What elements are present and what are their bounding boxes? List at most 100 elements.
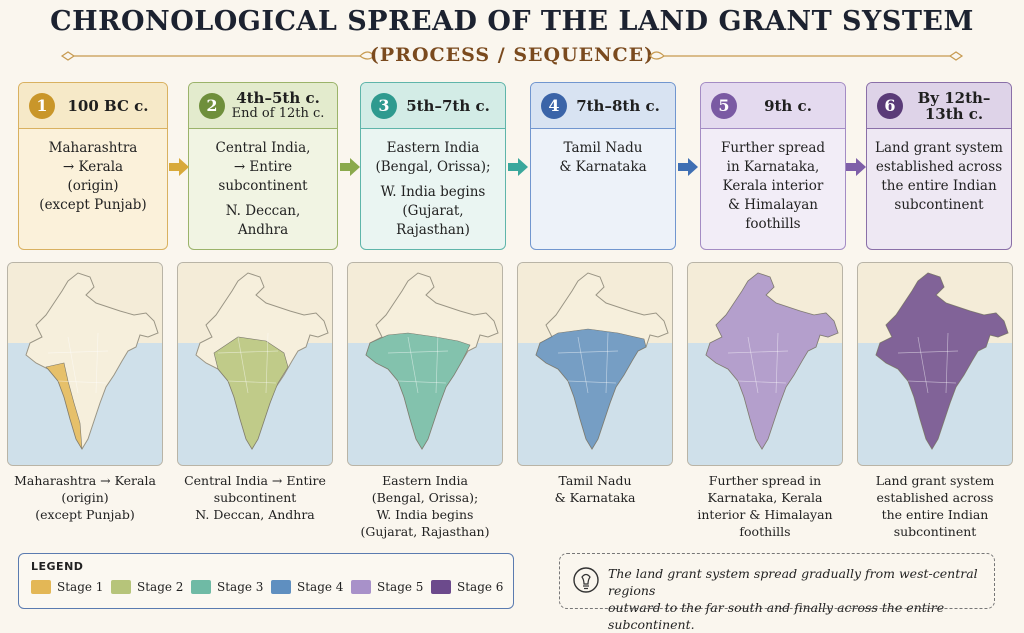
- stage-header: 5 9th c.: [701, 83, 845, 129]
- legend-swatch: [191, 580, 211, 594]
- left-ornament-icon: [60, 51, 375, 61]
- legend-item-stage-2: Stage 2: [111, 580, 183, 594]
- legend-swatch: [271, 580, 291, 594]
- summary-note: The land grant system spread gradually f…: [559, 553, 995, 632]
- stage-description: Central India, → Entire subcontinent N. …: [215, 140, 311, 238]
- stage-period: 4th–5th c. End of 12th c.: [225, 90, 337, 122]
- state-boundary: [67, 336, 79, 394]
- subtitle-row: (PROCESS / SEQUENCE): [0, 44, 1024, 70]
- arrow-right-icon: [508, 158, 528, 176]
- stage-map-6: [857, 262, 1013, 466]
- stage-number-badge: 4: [541, 92, 567, 119]
- summary-text: The land grant system spread gradually f…: [608, 566, 978, 632]
- stage-map-2: [177, 262, 333, 466]
- page-title: CHRONOLOGICAL SPREAD OF THE LAND GRANT S…: [50, 6, 974, 37]
- india-map: [858, 263, 1012, 465]
- legend-swatch: [351, 580, 371, 594]
- legend-item-stage-6: Stage 6: [431, 580, 503, 594]
- stage-period: By 12th–13th c.: [917, 88, 991, 123]
- stage-number-badge: 3: [371, 92, 397, 119]
- legend-swatch: [111, 580, 131, 594]
- state-boundary: [775, 332, 779, 394]
- stage-card-4: 4 7th–8th c. Tamil Nadu & Karnataka: [530, 82, 676, 250]
- arrow-right-icon: [340, 158, 360, 176]
- legend-swatch: [31, 580, 51, 594]
- arrow-right-icon: [678, 158, 698, 176]
- state-boundary: [907, 380, 957, 384]
- legend-title: LEGEND: [31, 560, 84, 573]
- stage-number-badge: 2: [199, 92, 225, 119]
- stage-period: 5th–7th c.: [406, 96, 490, 115]
- state-boundary: [737, 380, 787, 384]
- legend-item-stage-5: Stage 5: [351, 580, 423, 594]
- stage-card-3: 3 5th–7th c. Eastern India (Bengal, Oris…: [360, 82, 506, 250]
- state-boundary: [407, 336, 419, 394]
- legend: LEGEND Stage 1 Stage 2 Stage 3 Stage 4 S…: [18, 553, 514, 609]
- stage-description: Land grant system established across the…: [875, 140, 1003, 213]
- state-boundary: [237, 336, 249, 394]
- state-boundary: [577, 336, 589, 394]
- state-boundary: [557, 350, 619, 354]
- legend-item-stage-4: Stage 4: [271, 580, 343, 594]
- spread-region: [365, 332, 471, 450]
- india-map: [518, 263, 672, 465]
- india-outline: [25, 272, 159, 450]
- stage-header: 1 100 BC c.: [19, 83, 167, 129]
- spread-region: [45, 362, 83, 450]
- state-boundary: [747, 336, 759, 394]
- stage-header: 4 7th–8th c.: [531, 83, 675, 129]
- legend-item-stage-3: Stage 3: [191, 580, 263, 594]
- right-ornament-icon: [649, 51, 964, 61]
- stage-card-5: 5 9th c. Further spread in Karnataka, Ke…: [700, 82, 846, 250]
- stage-card-6: 6 By 12th–13th c. Land grant system esta…: [866, 82, 1012, 250]
- stage-number-badge: 1: [29, 92, 55, 119]
- stage-header: 6 By 12th–13th c.: [867, 83, 1011, 129]
- state-boundary: [897, 350, 959, 354]
- map-caption-2: Central India → Entire subcontinent N. D…: [184, 473, 326, 522]
- stage-description: Maharashtra → Kerala (origin) (except Pu…: [39, 140, 147, 213]
- arrow-right-icon: [846, 158, 866, 176]
- india-map: [178, 263, 332, 465]
- state-boundary: [95, 332, 99, 394]
- stage-number-badge: 5: [711, 92, 737, 119]
- india-map: [8, 263, 162, 465]
- stage-map-3: [347, 262, 503, 466]
- state-boundary: [57, 380, 107, 384]
- stage-card-2: 2 4th–5th c. End of 12th c. Central India…: [188, 82, 338, 250]
- india-map: [348, 263, 502, 465]
- stage-map-5: [687, 262, 843, 466]
- subtitle: (PROCESS / SEQUENCE): [369, 44, 655, 66]
- state-boundary: [47, 350, 109, 354]
- state-boundary: [435, 332, 439, 394]
- map-caption-3: Eastern India (Bengal, Orissa); W. India…: [360, 473, 490, 539]
- stage-header: 2 4th–5th c. End of 12th c.: [189, 83, 337, 129]
- stage-number-badge: 6: [877, 92, 903, 119]
- stage-map-4: [517, 262, 673, 466]
- stage-description: Eastern India (Bengal, Orissa); W. India…: [375, 140, 491, 238]
- state-boundary: [217, 350, 279, 354]
- stage-period: 100 BC c.: [67, 96, 149, 115]
- legend-swatch: [431, 580, 451, 594]
- india-map: [688, 263, 842, 465]
- stage-period: 7th–8th c.: [576, 96, 660, 115]
- stage-period-sub: End of 12th c.: [231, 105, 325, 121]
- map-caption-6: Land grant system established across the…: [875, 473, 995, 539]
- legend-item-stage-1: Stage 1: [31, 580, 103, 594]
- spread-region: [535, 328, 647, 450]
- state-boundary: [727, 350, 789, 354]
- state-boundary: [917, 336, 929, 394]
- map-caption-5: Further spread in Karnataka, Kerala inte…: [697, 473, 833, 539]
- spread-region: [875, 272, 1009, 450]
- spread-region: [213, 336, 289, 450]
- spread-region: [705, 272, 839, 450]
- state-boundary: [387, 350, 449, 354]
- state-boundary: [945, 332, 949, 394]
- stage-description: Further spread in Karnataka, Kerala inte…: [720, 140, 826, 232]
- map-caption-4: Tamil Nadu & Karnataka: [554, 473, 636, 505]
- stage-header: 3 5th–7th c.: [361, 83, 505, 129]
- stage-map-1: [7, 262, 163, 466]
- state-boundary: [265, 332, 269, 394]
- arrow-right-icon: [169, 158, 189, 176]
- state-boundary: [567, 380, 617, 384]
- state-boundary: [397, 380, 447, 384]
